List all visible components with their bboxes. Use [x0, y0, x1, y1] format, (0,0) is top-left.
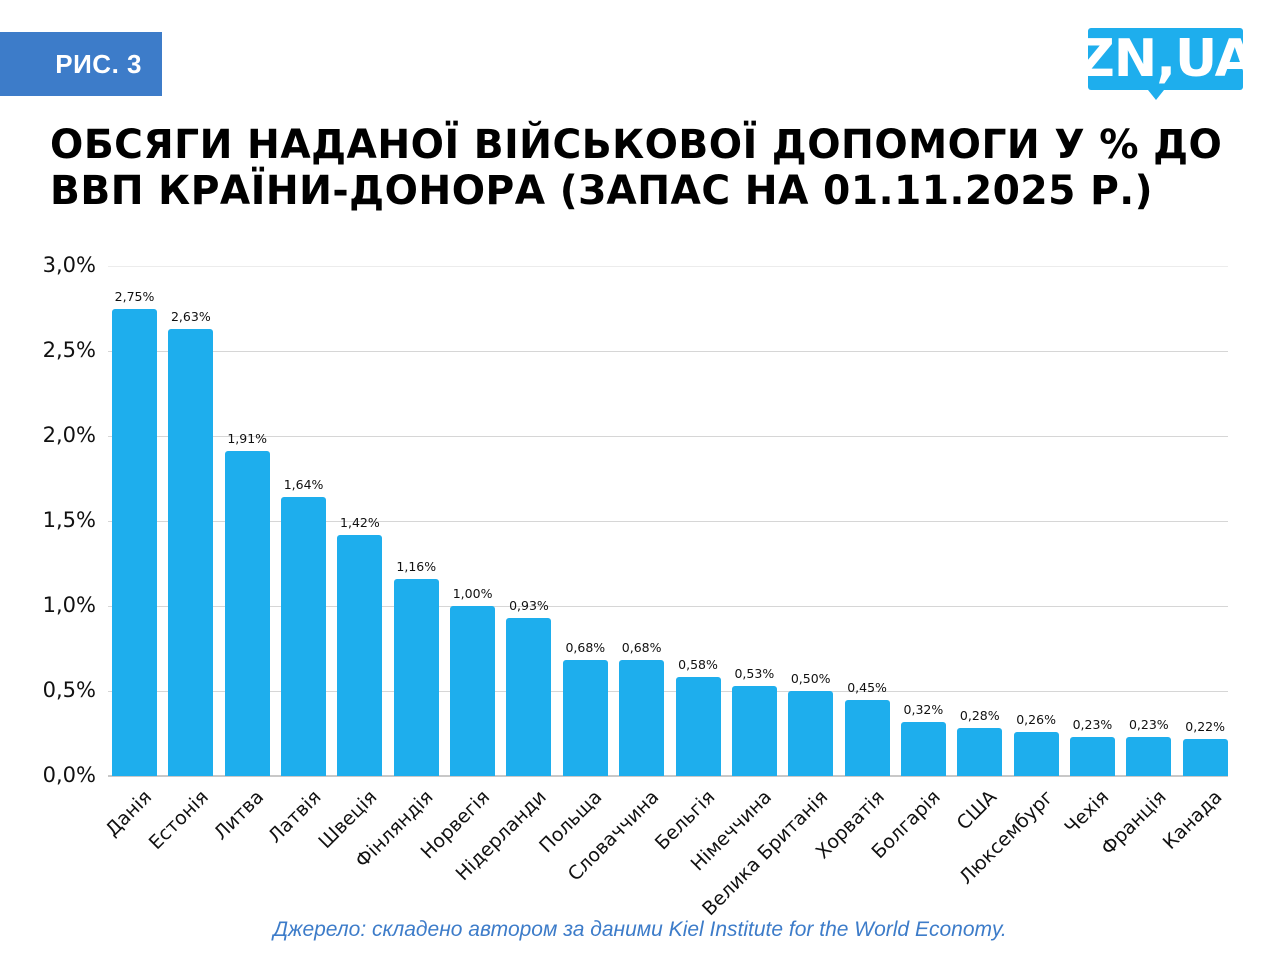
bar-value-label: 0,32% [903, 701, 944, 717]
bar [281, 497, 327, 776]
bar-value-label: 2,63% [170, 308, 211, 324]
bar [337, 534, 383, 776]
x-axis-category-label: США [952, 786, 1001, 835]
y-axis-tick-label: 0,0% [42, 763, 96, 787]
bar-value-label: 0,53% [734, 665, 775, 681]
bar [731, 685, 777, 776]
bar [506, 617, 552, 776]
bar [1069, 736, 1115, 776]
x-axis-category-label: Канада [1158, 786, 1227, 854]
bar-value-label: 0,50% [790, 671, 831, 686]
y-axis-tick-label: 1,5% [42, 508, 96, 532]
figure-badge-label: РИС. 3 [55, 48, 142, 79]
gridline [108, 436, 1228, 437]
x-axis-line [108, 775, 1228, 777]
bar [393, 578, 439, 776]
bar-value-label: 1,91% [227, 431, 268, 447]
chart-title-line-2: ВВП КРАЇНИ-ДОНОРА (ЗАПАС НА 01.11.2025 Р… [50, 168, 1154, 214]
bar-value-label: 1,64% [283, 477, 324, 493]
x-axis-category-label: Данія [100, 786, 156, 841]
bar-value-label: 0,26% [1016, 711, 1056, 727]
bar-value-label: 0,68% [565, 640, 606, 656]
chart-title: ОБСЯГИ НАДАНОЇ ВІЙСЬКОВОЇ ДОПОМОГИ У % Д… [50, 122, 1226, 214]
gridline [108, 521, 1228, 522]
bar-value-label: 0,68% [621, 640, 662, 656]
bar-value-label: 0,23% [1072, 716, 1113, 732]
gridline [108, 606, 1228, 607]
gridline [108, 266, 1228, 267]
bar [619, 660, 665, 776]
bar [112, 308, 157, 776]
y-axis-tick-label: 3,0% [42, 253, 96, 277]
gridline [108, 691, 1228, 692]
bar-value-label: 0,23% [1128, 716, 1169, 732]
bar [1182, 738, 1228, 776]
bar [562, 660, 608, 776]
chart-title-line-1: ОБСЯГИ НАДАНОЇ ВІЙСЬКОВОЇ ДОПОМОГИ У % Д… [50, 122, 1223, 168]
logo-text: ZN,UA [1077, 29, 1255, 89]
bar [675, 677, 721, 776]
zn-ua-logo: ZN,UA [1077, 28, 1255, 100]
y-axis-tick-label: 2,5% [42, 338, 96, 362]
bar [788, 691, 834, 776]
y-axis-tick-label: 2,0% [42, 423, 96, 447]
x-axis-category-label: Литва [209, 786, 269, 845]
bar-value-label: 0,45% [847, 679, 887, 695]
bar [844, 699, 890, 776]
bar [168, 328, 214, 776]
bar-value-label: 0,93% [509, 597, 549, 613]
bar [900, 721, 946, 776]
figure-badge: РИС. 3 [0, 32, 162, 96]
source-note: Джерело: складено автором за даними Kiel… [273, 918, 1007, 941]
bar-value-label: 1,00% [452, 586, 493, 601]
bar [450, 606, 496, 776]
bar-value-label: 1,16% [396, 558, 437, 574]
bar [957, 728, 1003, 776]
bar-value-label: 2,75% [114, 288, 155, 304]
gridline [108, 351, 1228, 352]
bar [224, 451, 270, 776]
bar-value-label: 0,22% [1185, 718, 1225, 734]
bar-value-label: 0,58% [678, 657, 718, 673]
bar-value-label: 0,28% [959, 708, 1000, 724]
x-axis-category-label: Естонія [144, 786, 213, 855]
bar-value-label: 1,42% [340, 514, 380, 530]
bar [1013, 731, 1059, 776]
bar [1126, 736, 1172, 776]
x-axis-category-label: Чехія [1060, 786, 1114, 839]
y-axis-tick-label: 0,5% [42, 678, 96, 702]
y-axis-tick-label: 1,0% [42, 593, 96, 617]
